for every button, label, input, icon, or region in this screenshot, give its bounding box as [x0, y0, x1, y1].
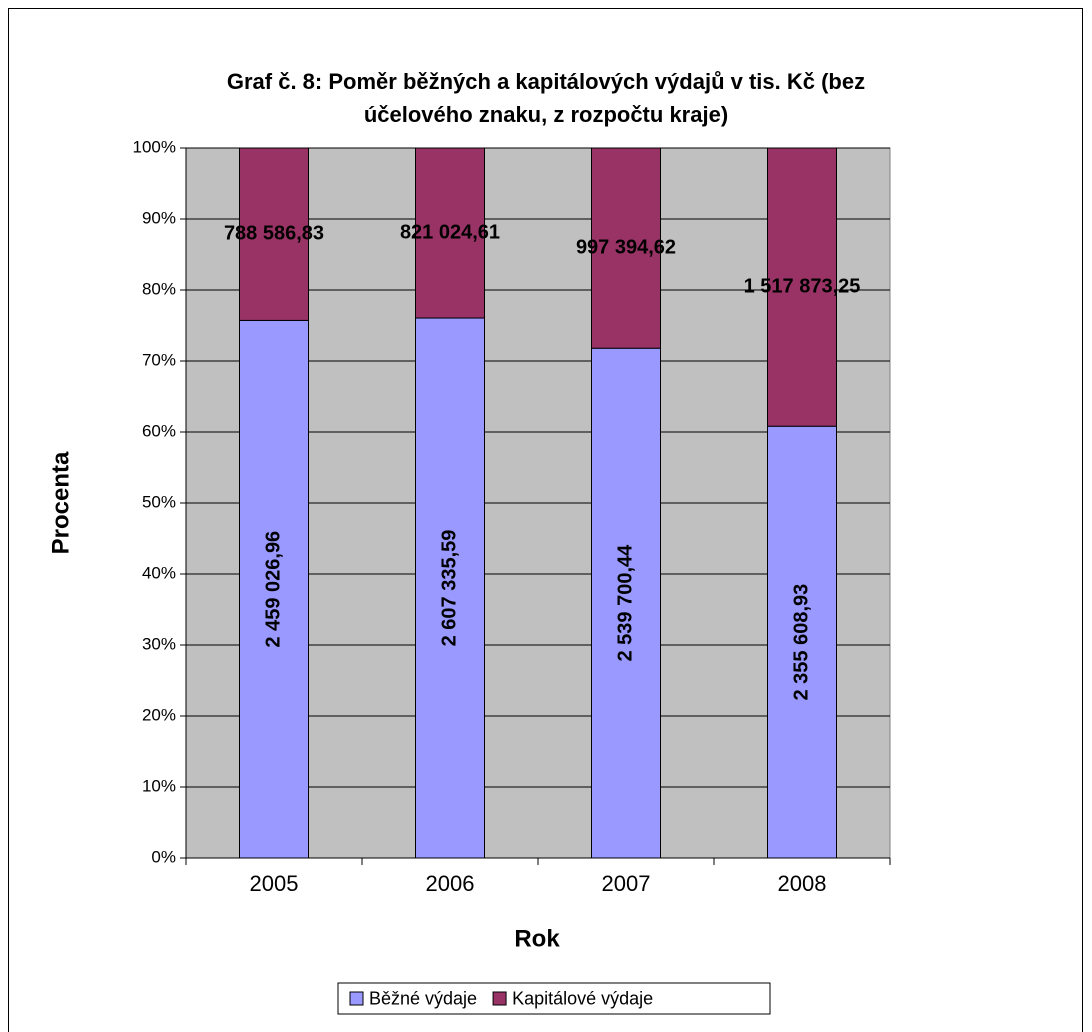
x-tick-label: 2006: [426, 871, 475, 896]
y-tick-label: 10%: [142, 776, 176, 795]
y-tick-label: 100%: [133, 137, 176, 156]
legend-label: Kapitálové výdaje: [512, 988, 653, 1008]
y-tick-label: 70%: [142, 350, 176, 369]
y-tick-label: 90%: [142, 208, 176, 227]
x-axis-label: Rok: [514, 925, 560, 952]
chart-title: účelového znaku, z rozpočtu kraje): [364, 102, 728, 127]
bar-segment: [591, 347, 661, 859]
data-label: 997 394,62: [576, 236, 676, 258]
y-tick-label: 0%: [151, 847, 176, 866]
y-tick-label: 20%: [142, 705, 176, 724]
data-label: 2 355 608,93: [790, 584, 812, 701]
x-tick-label: 2007: [602, 871, 651, 896]
bar-segment: [767, 425, 837, 859]
y-tick-label: 60%: [142, 421, 176, 440]
bar-segment: [415, 147, 485, 319]
bar-segment: [415, 317, 485, 859]
data-label: 2 459 026,96: [262, 531, 284, 648]
chart-title: Graf č. 8: Poměr běžných a kapitálových …: [227, 69, 865, 94]
bar-segment: [239, 319, 309, 859]
bar-segment: [239, 147, 309, 321]
bar-segment: [767, 147, 837, 427]
data-label: 2 539 700,44: [614, 544, 636, 662]
legend-label: Běžné výdaje: [369, 988, 477, 1008]
y-tick-label: 50%: [142, 492, 176, 511]
y-tick-label: 40%: [142, 563, 176, 582]
x-tick-label: 2005: [250, 871, 299, 896]
x-tick-label: 2008: [778, 871, 827, 896]
y-tick-label: 30%: [142, 634, 176, 653]
data-label: 2 607 335,59: [438, 530, 460, 647]
bar-segment: [591, 147, 661, 349]
data-label: 821 024,61: [400, 221, 500, 243]
legend-swatch: [349, 991, 364, 1006]
y-axis-label: Procenta: [47, 451, 74, 554]
legend-swatch: [492, 991, 507, 1006]
legend-box: [337, 982, 771, 1015]
data-label: 1 517 873,25: [744, 275, 861, 297]
data-label: 788 586,83: [224, 222, 324, 244]
y-tick-label: 80%: [142, 279, 176, 298]
